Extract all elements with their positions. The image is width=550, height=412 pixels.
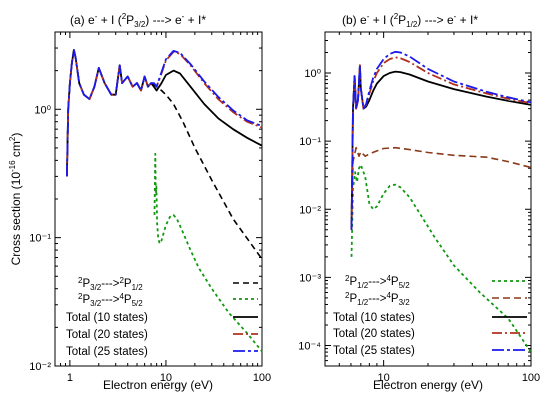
panel-b-legend: 2P1/2--->4P5/2 2P1/2--->4P3/2 Total (10 … <box>333 274 527 357</box>
panel-b-axes: 10 100 10⁻⁴ 10⁻³ 10⁻² 10⁻¹ 10⁰ <box>298 31 540 384</box>
legend-b-label-3: Total (10 states) <box>333 312 415 324</box>
x-tick-label: 10 <box>160 372 172 384</box>
x-tick-label: 100 <box>253 372 271 384</box>
legend-b-label-2: 2P1/2--->4P3/2 <box>345 291 410 307</box>
panel-b-series <box>350 50 532 353</box>
legend-b-label-5: Total (25 states) <box>333 345 415 357</box>
y-tick-label: 10⁻³ <box>299 272 321 284</box>
series-line-2 <box>153 152 263 352</box>
panel-b-title: (b) e- + I (2P1/2) ---> e- + I* <box>342 12 478 29</box>
x-tick-label: 100 <box>522 372 540 384</box>
legend-a-label-4: Total (20 states) <box>66 329 148 341</box>
legend-a-label-1: 2P3/2--->2P1/2 <box>78 276 143 292</box>
series-line-5 <box>66 49 263 177</box>
legend-b-label-4: Total (20 states) <box>333 328 415 340</box>
y-tick-label: 10⁻¹ <box>29 233 51 245</box>
series-line-4 <box>350 56 532 230</box>
legend-a-label-5: Total (25 states) <box>66 346 148 358</box>
y-tick-label: 10⁻² <box>299 204 321 216</box>
y-tick-label: 10⁰ <box>34 104 51 116</box>
series-line-4 <box>66 49 263 177</box>
panel-a-legend: 2P3/2--->2P1/2 2P3/2--->4P5/2 Total (10 … <box>66 276 258 358</box>
panel-a-axes: 1 10 100 10⁻² 10⁻¹ 10⁰ <box>29 31 271 384</box>
series-line-1 <box>350 163 532 353</box>
series-line-3 <box>350 64 532 230</box>
panel-a-xlabel: Electron energy (eV) <box>103 378 213 392</box>
series-line-3 <box>66 49 263 177</box>
y-tick-label: 10⁰ <box>304 68 321 80</box>
panel-a-ylabel: Cross section (10-16 cm2) <box>8 133 23 266</box>
series-line-2 <box>350 146 532 230</box>
panel-a-series <box>66 49 263 352</box>
legend-b-label-1: 2P1/2--->4P5/2 <box>345 274 410 290</box>
panel-a-title: (a) e- + I (2P3/2) ---> e- + I* <box>70 12 206 29</box>
legend-a-label-3: Total (10 states) <box>66 312 148 324</box>
y-tick-label: 10⁻² <box>29 361 51 373</box>
x-tick-label: 10 <box>378 372 390 384</box>
series-line-5 <box>350 50 532 230</box>
panel-b: (b) e- + I (2P1/2) ---> e- + I* 10 100 10⁻… <box>298 12 540 392</box>
panel-b-xlabel: Electron energy (eV) <box>373 378 483 392</box>
x-tick-label: 1 <box>67 372 73 384</box>
y-tick-label: 10⁻⁴ <box>298 340 321 352</box>
y-tick-label: 10⁻¹ <box>299 136 321 148</box>
panel-a: (a) e- + I (2P3/2) ---> e- + I* 1 10 100 10… <box>8 12 271 392</box>
legend-a-label-2: 2P3/2--->4P5/2 <box>78 292 143 308</box>
